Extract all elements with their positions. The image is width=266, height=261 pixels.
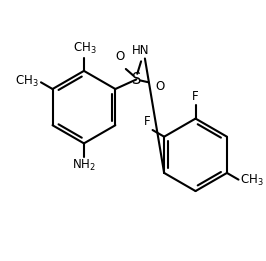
Text: HN: HN <box>132 44 150 57</box>
Text: O: O <box>155 80 165 93</box>
Text: NH$_2$: NH$_2$ <box>72 158 96 173</box>
Text: F: F <box>192 90 199 103</box>
Text: F: F <box>144 115 151 128</box>
Text: S: S <box>132 72 141 87</box>
Text: CH$_3$: CH$_3$ <box>15 74 39 89</box>
Text: O: O <box>115 50 125 63</box>
Text: CH$_3$: CH$_3$ <box>240 173 264 188</box>
Text: CH$_3$: CH$_3$ <box>73 40 97 56</box>
